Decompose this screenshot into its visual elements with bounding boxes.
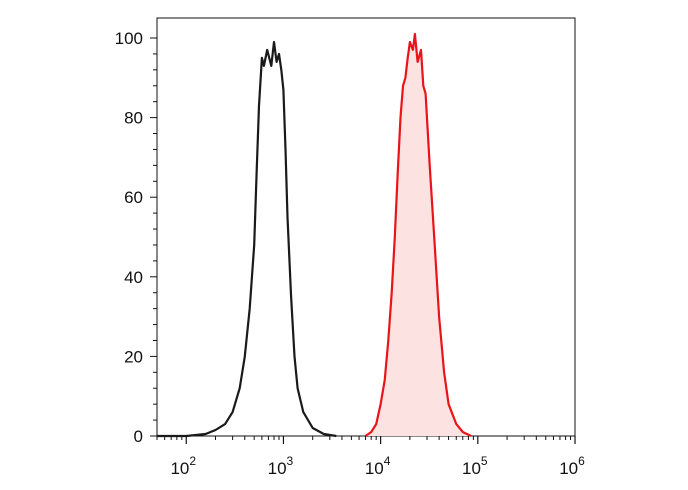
x-tick-label: 105 — [462, 454, 488, 478]
y-tick-label: 20 — [124, 347, 143, 366]
plot-frame — [156, 17, 576, 437]
y-tick-label: 80 — [124, 109, 143, 128]
series-1-area — [365, 34, 471, 436]
y-tick-label: 100 — [115, 29, 143, 48]
series-layer — [157, 32, 472, 438]
x-tick-label: 106 — [559, 454, 585, 478]
axis-layer: 0 20 40 60 80 100 102 103 104 105 106 — [115, 29, 585, 478]
y-tick-label: 60 — [124, 188, 143, 207]
x-tick-label: 104 — [365, 454, 391, 478]
x-tick-label: 102 — [170, 454, 196, 478]
x-tick-label: 103 — [268, 454, 294, 478]
series-0-line — [157, 40, 337, 438]
series-1-line — [364, 32, 472, 437]
y-tick-label: 0 — [134, 427, 143, 446]
y-tick-label: 40 — [124, 268, 143, 287]
